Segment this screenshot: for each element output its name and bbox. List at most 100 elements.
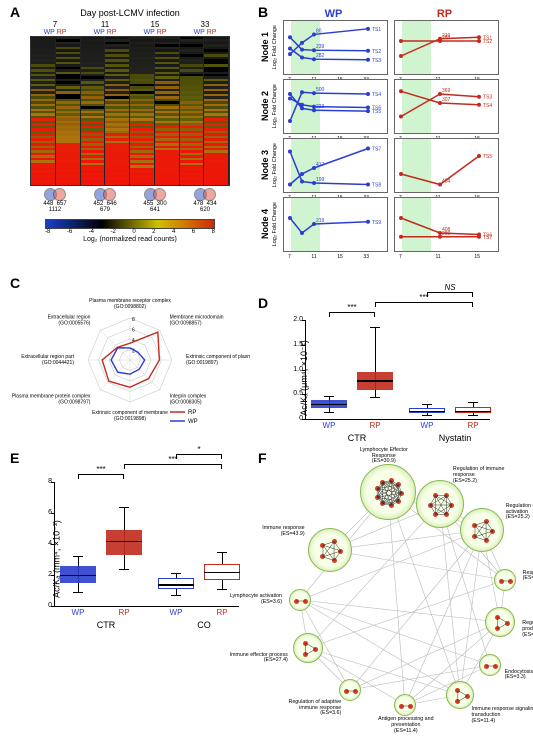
colorbar-ticks: -8-6-4-202468 xyxy=(45,229,215,235)
svg-text:RP: RP xyxy=(188,410,196,416)
rp2: RP xyxy=(157,29,167,36)
svg-text:307: 307 xyxy=(442,97,451,103)
colorbar-tick: 0 xyxy=(132,229,135,235)
line-subplot: TS548471115 xyxy=(394,138,499,193)
panel-e: Aᴄ/Kₐ (mm⁴, ×10⁻³) 02468WPRPWPRPCTRCO***… xyxy=(26,460,252,640)
heatmap xyxy=(30,36,230,186)
svg-text:TS7: TS7 xyxy=(483,235,492,241)
enrichment-label: Lymphocyte activation(ES=3.6) xyxy=(212,594,282,606)
group-label: RP xyxy=(114,608,134,617)
venn-total: 620 xyxy=(180,207,230,213)
rp3: RP xyxy=(207,29,217,36)
enrichment-node xyxy=(494,569,516,591)
panel-d-label: D xyxy=(258,295,268,311)
enrichment-label: Regulation of adaptive immune response(E… xyxy=(271,700,341,717)
panel-a: Day post-LCMV infection 7 11 15 33 WP RP… xyxy=(10,8,250,258)
sig-label: NS xyxy=(440,283,460,292)
panel-b: WP RP Node 1Log₂ Fold ChangeTS180TS2239T… xyxy=(260,8,518,293)
svg-text:Plasma membrane protein comple: Plasma membrane protein complex(GO:00987… xyxy=(12,394,91,406)
heatmap-days: 7 11 15 33 xyxy=(30,20,230,29)
enrichment-label: Lymphocyte Effector Response(ES=30.9) xyxy=(349,448,419,465)
wp1: WP xyxy=(94,29,105,36)
line-subplot: TS7417TS81997111533 xyxy=(283,138,388,193)
svg-text:TS9: TS9 xyxy=(372,220,381,226)
day-11: 11 xyxy=(80,20,130,29)
box xyxy=(106,530,141,555)
node-label: Node 2 xyxy=(260,91,272,121)
sig-label: *** xyxy=(91,465,111,474)
colorbar-tick: -6 xyxy=(67,229,72,235)
cond-label: Nystatin xyxy=(435,433,475,443)
group-label: WP xyxy=(319,421,339,430)
cond-label: CTR xyxy=(337,433,377,443)
svg-text:484: 484 xyxy=(442,179,451,185)
panel-e-label: E xyxy=(10,450,19,466)
svg-text:Extrinsic component of membran: Extrinsic component of membrane(GO:00198… xyxy=(92,410,168,422)
cond-label: CTR xyxy=(86,620,126,630)
node-label: Node 3 xyxy=(260,150,272,180)
ylab: Log₂ Fold Change xyxy=(272,143,280,187)
colorbar-tick: -8 xyxy=(45,229,50,235)
svg-text:TS7: TS7 xyxy=(372,147,381,153)
svg-text:Plasma membrane receptor compl: Plasma membrane receptor complex(GO:0098… xyxy=(89,298,171,310)
group-label: RP xyxy=(212,608,232,617)
svg-text:6: 6 xyxy=(132,328,135,334)
sig-label: *** xyxy=(342,303,362,312)
svg-text:80: 80 xyxy=(316,28,322,34)
svg-text:TS8: TS8 xyxy=(372,183,381,189)
day-15: 15 xyxy=(130,20,180,29)
svg-text:199: 199 xyxy=(316,177,325,183)
line-subplot: TS92197111533 xyxy=(283,197,388,252)
group-label: RP xyxy=(365,421,385,430)
enrichment-node xyxy=(460,508,504,552)
svg-text:TS3: TS3 xyxy=(483,95,492,101)
line-subplot: TS180TS2239TS32827111533 xyxy=(283,20,388,75)
heatmap-groups: WP RP WP RP WP RP WP RP xyxy=(30,29,230,36)
enrichment-label: Endocytosis(ES=3.3) xyxy=(505,670,533,682)
colorbar-tick: 4 xyxy=(172,229,175,235)
line-subplot: TS6408TS728071115 xyxy=(394,197,499,252)
venn-icon xyxy=(94,188,116,201)
panel-c: 2468Plasma membrane receptor complex(GO:… xyxy=(10,282,250,437)
svg-text:TS1: TS1 xyxy=(372,27,381,33)
svg-text:TS2: TS2 xyxy=(372,49,381,55)
wp3: WP xyxy=(194,29,205,36)
ylab: Log₂ Fold Change xyxy=(272,202,280,246)
venn-icon xyxy=(144,188,166,201)
colorbar-tick: -4 xyxy=(89,229,94,235)
enrichment-node xyxy=(308,528,352,572)
venn-icon xyxy=(194,188,216,201)
enrichment-node xyxy=(339,679,361,701)
cond-label: CO xyxy=(184,620,224,630)
enrichment-node xyxy=(289,589,311,611)
enrichment-node xyxy=(360,464,416,520)
svg-text:TS2: TS2 xyxy=(483,39,492,45)
svg-text:Extrinsic component of plasma: Extrinsic component of plasma membrane(G… xyxy=(186,354,250,366)
rp-title: RP xyxy=(392,8,497,20)
enrichment-label: Regulation of lymphocyte activation(ES=2… xyxy=(506,504,533,521)
colorbar xyxy=(45,219,215,229)
colorbar-tick: -2 xyxy=(110,229,115,235)
group-label: WP xyxy=(68,608,88,617)
enrichment-label: Immune response signaling transduction(E… xyxy=(472,707,533,724)
line-subplot: TS3369TS430771115 xyxy=(394,79,499,134)
venn-row: 448 657 1112 452 646 679 455 300 641 478… xyxy=(30,186,230,213)
wp2: WP xyxy=(144,29,155,36)
svg-text:Membrane microdomain(GO:009885: Membrane microdomain(GO:0098857) xyxy=(170,314,224,326)
line-subplot: TS1210TS228271115 xyxy=(394,20,499,75)
svg-text:TS3: TS3 xyxy=(372,58,381,64)
svg-text:TS4: TS4 xyxy=(372,92,381,98)
venn-total: 1112 xyxy=(30,207,80,213)
boxplot-e: 02468WPRPWPRPCTRCO******* xyxy=(54,482,239,607)
svg-text:219: 219 xyxy=(316,218,325,224)
ylab: Log₂ Fold Change xyxy=(272,84,280,128)
svg-text:282: 282 xyxy=(442,35,451,41)
group-label: RP xyxy=(463,421,483,430)
svg-text:WP: WP xyxy=(188,419,198,425)
enrichment-label: Regulation of immune response(ES=25.2) xyxy=(453,467,523,484)
wp0: WP xyxy=(44,29,55,36)
svg-text:417: 417 xyxy=(316,162,325,168)
svg-text:239: 239 xyxy=(316,44,325,50)
enrichment-node xyxy=(479,654,501,676)
svg-text:Integrin complex(GO:0008305): Integrin complex(GO:0008305) xyxy=(170,394,207,406)
